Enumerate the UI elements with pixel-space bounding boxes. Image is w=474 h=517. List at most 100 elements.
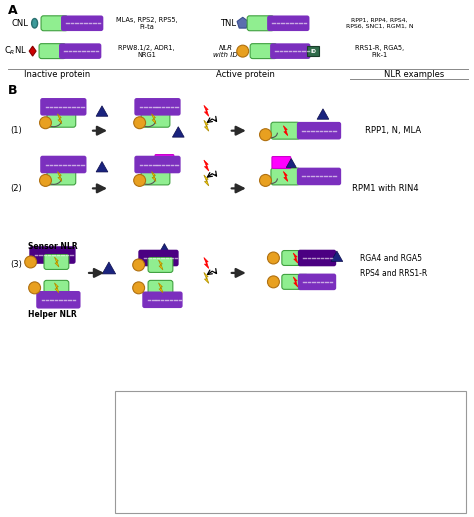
Circle shape: [28, 282, 41, 294]
Text: CC: CC: [164, 459, 175, 467]
Text: RPM1 with RIN4: RPM1 with RIN4: [352, 184, 419, 193]
Ellipse shape: [135, 457, 142, 468]
Polygon shape: [135, 483, 143, 495]
Text: (2): (2): [10, 184, 22, 193]
FancyBboxPatch shape: [298, 123, 340, 139]
Circle shape: [134, 117, 146, 129]
Circle shape: [267, 276, 279, 288]
Text: TNL: TNL: [220, 19, 236, 28]
Circle shape: [260, 129, 272, 141]
Text: LRR: LRR: [164, 407, 180, 416]
FancyBboxPatch shape: [115, 391, 465, 513]
Polygon shape: [169, 159, 179, 168]
Polygon shape: [283, 172, 288, 181]
FancyBboxPatch shape: [46, 157, 65, 169]
Polygon shape: [55, 283, 59, 293]
Text: Any N-termus domain: Any N-termus domain: [264, 433, 347, 442]
Text: Inactive protein: Inactive protein: [24, 70, 91, 80]
Polygon shape: [204, 160, 209, 171]
Text: Guard: Guard: [388, 407, 412, 416]
FancyBboxPatch shape: [155, 155, 174, 166]
Text: RPW8.1/2, ADR1,
NRG1: RPW8.1/2, ADR1, NRG1: [118, 44, 175, 57]
Polygon shape: [286, 159, 296, 168]
FancyBboxPatch shape: [245, 458, 258, 468]
Text: C$_R$NL: C$_R$NL: [4, 45, 27, 57]
FancyBboxPatch shape: [44, 280, 69, 295]
Ellipse shape: [32, 19, 37, 28]
Circle shape: [246, 431, 257, 443]
Polygon shape: [204, 120, 209, 131]
Polygon shape: [57, 114, 62, 124]
FancyBboxPatch shape: [41, 99, 86, 115]
FancyBboxPatch shape: [148, 280, 173, 295]
Polygon shape: [204, 175, 209, 186]
Polygon shape: [245, 404, 258, 417]
Circle shape: [237, 45, 249, 57]
FancyBboxPatch shape: [39, 43, 66, 58]
Text: RPS4 and RRS1-R: RPS4 and RRS1-R: [360, 269, 427, 279]
Text: MLAs, RPS2, RPS5,
Pi-ta: MLAs, RPS2, RPS5, Pi-ta: [116, 17, 177, 30]
FancyBboxPatch shape: [141, 168, 170, 185]
Text: RPP1, RPP4, RPS4,
RPS6, SNC1, RGM1, N: RPP1, RPP4, RPS4, RPS6, SNC1, RGM1, N: [346, 18, 413, 28]
Text: Active protein: Active protein: [216, 70, 275, 80]
Circle shape: [267, 252, 279, 264]
Polygon shape: [29, 46, 36, 56]
Polygon shape: [283, 126, 288, 135]
Circle shape: [133, 259, 145, 271]
FancyBboxPatch shape: [60, 44, 100, 58]
Polygon shape: [152, 172, 156, 181]
FancyBboxPatch shape: [135, 99, 180, 115]
Text: Pathogen effector/ Avr: Pathogen effector/ Avr: [264, 484, 349, 493]
Circle shape: [25, 256, 36, 268]
FancyBboxPatch shape: [44, 254, 69, 269]
FancyBboxPatch shape: [131, 405, 162, 418]
Circle shape: [260, 174, 272, 187]
Polygon shape: [173, 127, 184, 137]
Text: ATP: ATP: [388, 433, 402, 442]
Text: Sensor NLR: Sensor NLR: [27, 241, 77, 251]
Polygon shape: [158, 260, 163, 270]
Polygon shape: [293, 253, 298, 263]
Polygon shape: [369, 432, 373, 442]
Text: RPP1, N, MLA: RPP1, N, MLA: [365, 126, 421, 135]
Polygon shape: [152, 114, 156, 124]
Polygon shape: [55, 257, 59, 267]
FancyBboxPatch shape: [139, 251, 178, 265]
FancyBboxPatch shape: [299, 275, 336, 290]
FancyBboxPatch shape: [135, 157, 180, 173]
Text: B: B: [8, 84, 18, 97]
Circle shape: [39, 117, 52, 129]
FancyBboxPatch shape: [41, 157, 86, 173]
Text: (1): (1): [10, 126, 22, 135]
Text: NLR examples: NLR examples: [384, 70, 444, 80]
Text: ID: ID: [310, 49, 316, 54]
FancyBboxPatch shape: [271, 44, 310, 58]
Text: RGA4 and RGA5: RGA4 and RGA5: [360, 253, 422, 263]
FancyBboxPatch shape: [129, 430, 160, 445]
Polygon shape: [158, 283, 163, 293]
FancyBboxPatch shape: [143, 292, 182, 307]
Polygon shape: [204, 272, 209, 283]
FancyBboxPatch shape: [247, 16, 274, 31]
FancyBboxPatch shape: [365, 405, 384, 417]
Text: CNL: CNL: [11, 19, 28, 28]
FancyBboxPatch shape: [299, 251, 336, 265]
Circle shape: [133, 282, 145, 294]
FancyBboxPatch shape: [37, 292, 80, 308]
Polygon shape: [159, 244, 170, 253]
FancyBboxPatch shape: [250, 43, 277, 58]
Text: ADP: ADP: [388, 459, 404, 467]
Text: (3): (3): [10, 261, 22, 269]
Text: A: A: [8, 4, 18, 18]
Text: RRS1-R, RGA5,
Pik-1: RRS1-R, RGA5, Pik-1: [355, 44, 404, 57]
Polygon shape: [317, 109, 329, 119]
Polygon shape: [57, 172, 62, 181]
Text: Helper NLR: Helper NLR: [28, 310, 77, 319]
FancyBboxPatch shape: [271, 168, 300, 185]
Text: ID: ID: [249, 461, 255, 465]
Text: NLR
with ID: NLR with ID: [213, 44, 238, 57]
FancyBboxPatch shape: [62, 17, 102, 30]
FancyBboxPatch shape: [282, 275, 309, 290]
Text: NB: NB: [164, 433, 175, 442]
FancyBboxPatch shape: [41, 16, 68, 31]
